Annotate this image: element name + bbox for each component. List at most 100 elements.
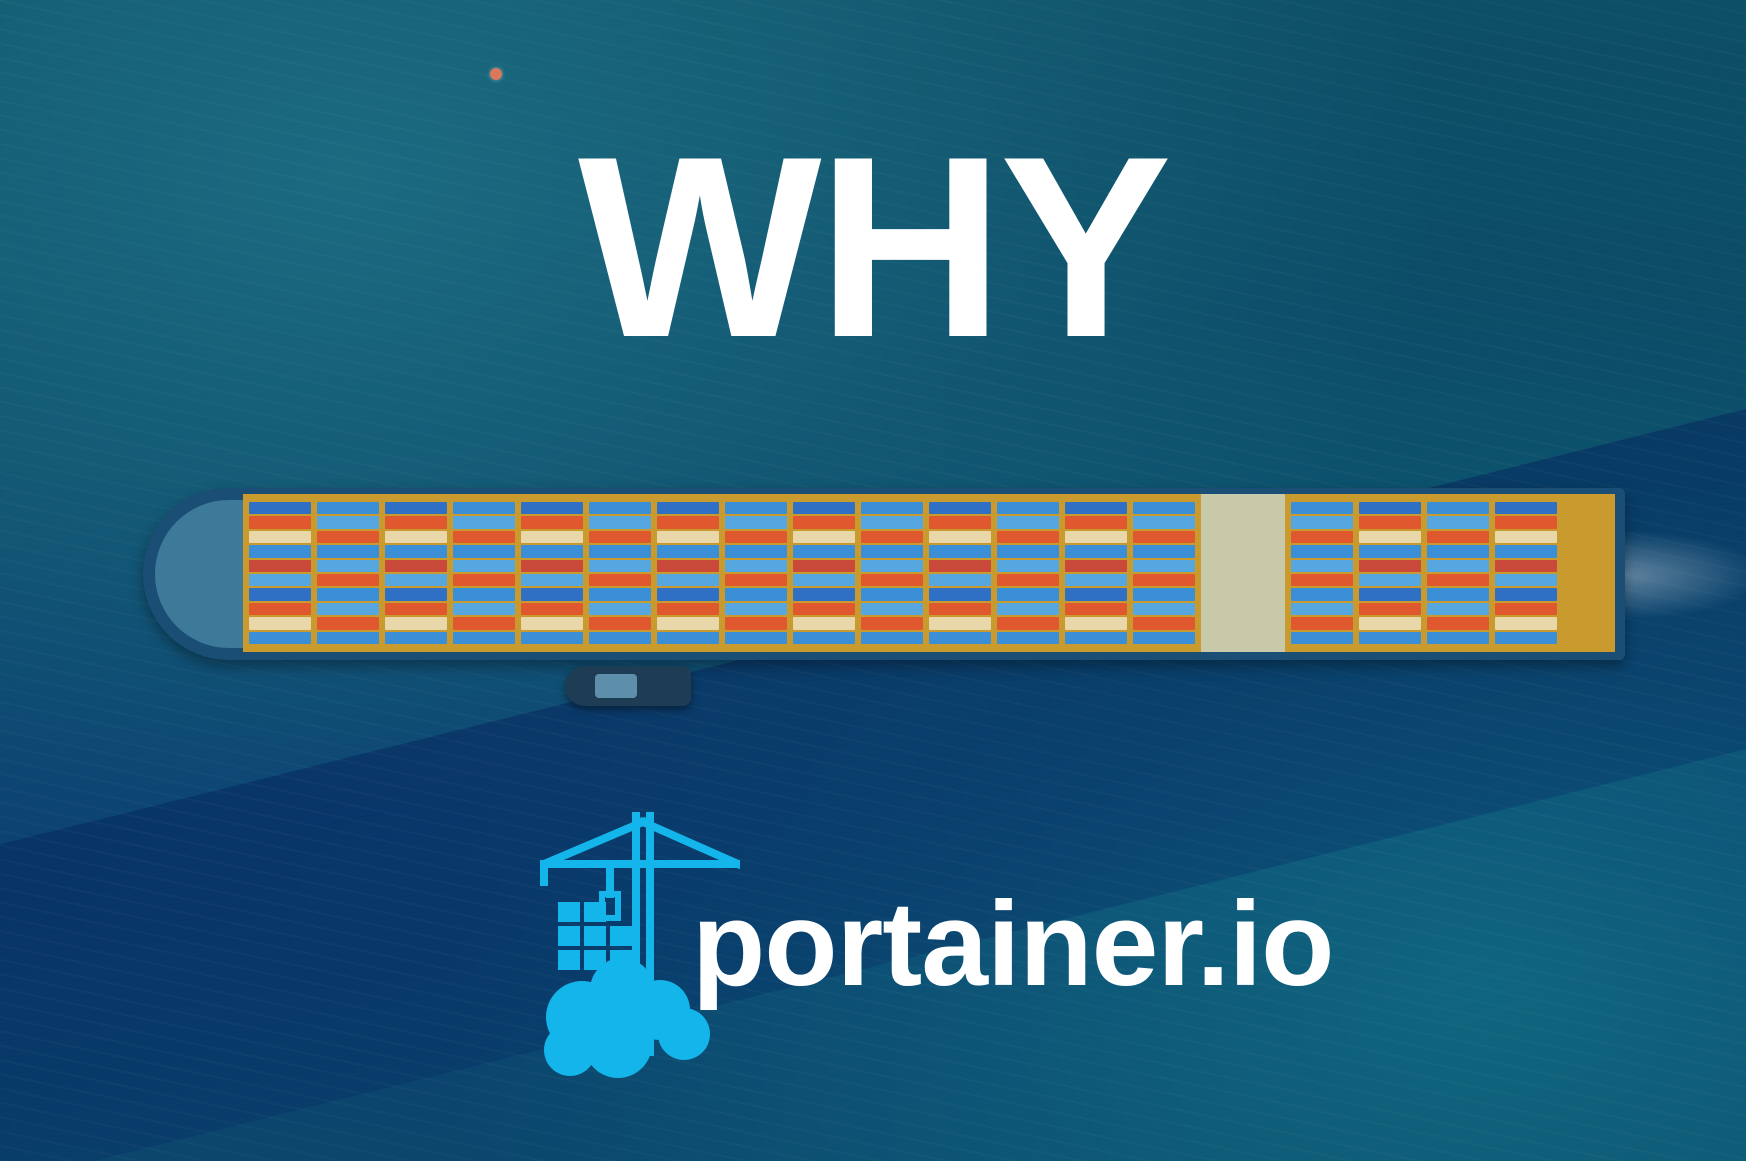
ship-bridge [1201,494,1285,652]
shipping-container [861,516,923,529]
shipping-container [1359,545,1421,558]
shipping-container [1359,602,1421,616]
shipping-container [249,530,311,544]
shipping-container [929,617,991,630]
shipping-container [317,516,379,529]
shipping-container [589,588,651,601]
shipping-container [861,545,923,558]
shipping-container [453,631,515,645]
shipping-container [589,631,651,645]
container-bay [1495,502,1557,645]
shipping-container [1427,631,1489,645]
shipping-container [249,545,311,558]
shipping-container [1065,617,1127,630]
shipping-container [1065,516,1127,529]
shipping-container [1291,545,1353,558]
shipping-container [861,588,923,601]
shipping-container [657,631,719,645]
shipping-container [1359,559,1421,573]
shipping-container [385,559,447,573]
shipping-container [589,530,651,544]
container-bay [1427,502,1489,645]
shipping-container [861,574,923,587]
shipping-container [1133,631,1195,645]
shipping-container [1495,530,1557,544]
shipping-container [929,574,991,587]
shipping-container [453,530,515,544]
shipping-container [521,602,583,616]
shipping-container [385,588,447,601]
shipping-container [997,530,1059,544]
shipping-container [249,574,311,587]
shipping-container [997,502,1059,515]
shipping-container [793,602,855,616]
shipping-container [1133,602,1195,616]
shipping-container [453,588,515,601]
shipping-container [385,631,447,645]
shipping-container [453,602,515,616]
container-bay [725,502,787,645]
container-bay [521,502,583,645]
shipping-container [1291,574,1353,587]
container-bay [385,502,447,645]
container-ship [143,488,1625,660]
shipping-container [1359,530,1421,544]
container-bay [589,502,651,645]
shipping-container [725,530,787,544]
shipping-container [929,631,991,645]
shipping-container [1065,602,1127,616]
shipping-container [1359,617,1421,630]
shipping-container [1427,502,1489,515]
shipping-container [1133,617,1195,630]
shipping-container [725,559,787,573]
container-bay [793,502,855,645]
shipping-container [929,559,991,573]
shipping-container [1427,617,1489,630]
shipping-container [589,545,651,558]
shipping-container [1427,559,1489,573]
shipping-container [793,574,855,587]
container-bay [997,502,1059,645]
container-bay [657,502,719,645]
shipping-container [453,516,515,529]
shipping-container [317,502,379,515]
shipping-container [317,574,379,587]
shipping-container [657,502,719,515]
shipping-container [1427,516,1489,529]
shipping-container [385,545,447,558]
shipping-container [793,530,855,544]
shipping-container [1065,559,1127,573]
shipping-container [1065,631,1127,645]
container-bay [929,502,991,645]
shipping-container [929,502,991,515]
shipping-container [1133,574,1195,587]
shipping-container [657,588,719,601]
shipping-container [453,574,515,587]
shipping-container [1065,574,1127,587]
shipping-container [997,631,1059,645]
shipping-container [1495,545,1557,558]
shipping-container [793,516,855,529]
shipping-container [385,502,447,515]
shipping-container [725,545,787,558]
shipping-container [657,559,719,573]
container-bay [861,502,923,645]
tugboat [565,666,691,706]
shipping-container [1427,545,1489,558]
shipping-container [725,502,787,515]
shipping-container [929,602,991,616]
shipping-container [1133,545,1195,558]
shipping-container [521,559,583,573]
shipping-container [793,559,855,573]
brand-wordmark: portainer.io [692,877,1334,1011]
shipping-container [1133,588,1195,601]
shipping-container [249,617,311,630]
shipping-container [657,516,719,529]
container-bay [1291,502,1353,645]
shipping-container [725,617,787,630]
shipping-container [1359,588,1421,601]
container-bay [249,502,311,645]
shipping-container [793,617,855,630]
shipping-container [1495,588,1557,601]
